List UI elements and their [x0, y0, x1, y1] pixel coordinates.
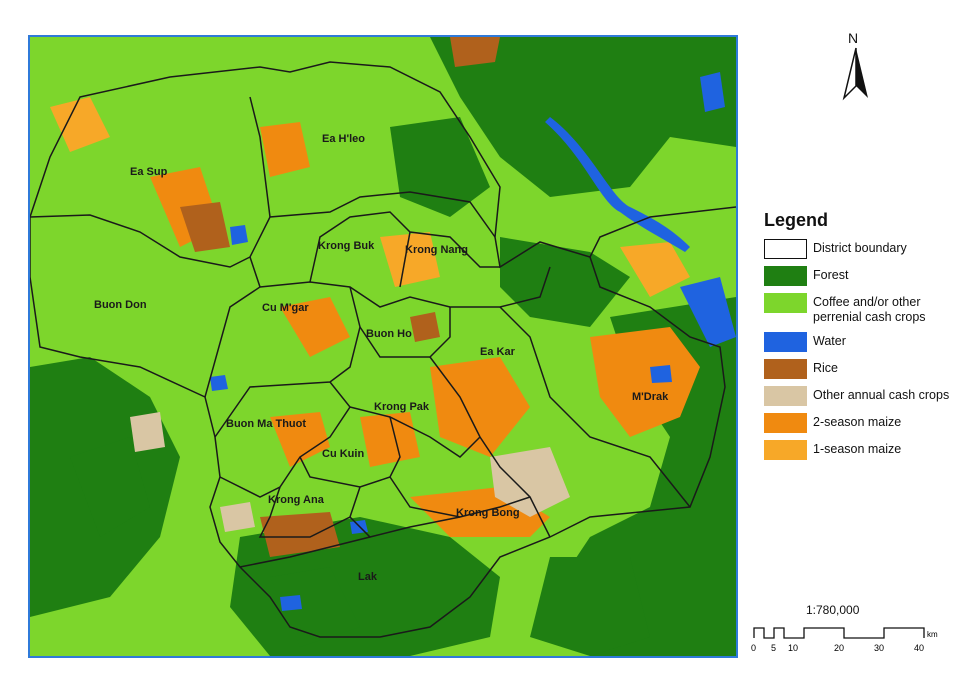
scale-bar: km 0 5 10 20 30 40 — [751, 627, 938, 653]
district-boundaries — [30, 61, 736, 638]
district-label-krong-buk: Krong Buk — [318, 240, 375, 252]
legend-label: Coffee and/or other perrenial cash crops — [813, 295, 926, 324]
legend-label: Other annual cash crops — [813, 388, 950, 402]
legend-item-maize-1season: 1-season maize — [764, 440, 954, 460]
district-label-krong-pak: Krong Pak — [374, 401, 430, 413]
district-label-buon-ho: Buon Ho — [366, 328, 412, 340]
legend-title: Legend — [764, 210, 829, 230]
district-label-cu-mgar: Cu M'gar — [262, 302, 309, 314]
maize-1season-swatch — [764, 440, 807, 460]
maize-1season-areas — [50, 97, 690, 297]
scale-tick: 0 — [751, 643, 756, 653]
legend-label: 1-season maize — [813, 442, 902, 456]
scale-tick: 5 — [771, 643, 776, 653]
scale-tick: 40 — [914, 643, 924, 653]
district-label-mdrak: M'Drak — [632, 391, 669, 403]
legend-item-coffee: Coffee and/or other perrenial cash crops — [764, 293, 954, 325]
scale-unit: km — [927, 630, 938, 639]
north-arrow-icon — [842, 47, 868, 101]
district-label-krong-ana: Krong Ana — [268, 494, 325, 506]
rice-areas — [180, 37, 500, 557]
district-label-ea-kar: Ea Kar — [480, 346, 516, 358]
water-swatch — [764, 332, 807, 352]
district-label-buon-don: Buon Don — [94, 299, 147, 311]
legend: Legend District boundary Forest Coffee a… — [764, 210, 954, 467]
legend-item-rice: Rice — [764, 359, 954, 379]
legend-label: Rice — [813, 361, 839, 375]
water-bodies — [210, 72, 736, 611]
legend-item-other-annual: Other annual cash crops — [764, 386, 954, 406]
forest-swatch — [764, 266, 807, 286]
other-annual-crops-areas — [130, 412, 570, 532]
district-label-lak: Lak — [358, 571, 378, 583]
legend-item-district-boundary: District boundary — [764, 239, 954, 259]
legend-item-water: Water — [764, 332, 954, 352]
scale-tick: 20 — [834, 643, 844, 653]
legend-label: Water — [813, 334, 846, 348]
legend-item-maize-2season: 2-season maize — [764, 413, 954, 433]
district-label-ea-hleo: Ea H'leo — [322, 133, 365, 145]
other-annual-swatch — [764, 386, 807, 406]
district-label-krong-nang: Krong Nang — [405, 244, 468, 256]
scale-tick: 10 — [788, 643, 798, 653]
rice-swatch — [764, 359, 807, 379]
legend-label: District boundary — [813, 241, 907, 255]
legend-label: Forest — [813, 268, 849, 282]
maize-2season-swatch — [764, 413, 807, 433]
district-label-cu-kuin: Cu Kuin — [322, 448, 364, 460]
scale-tick: 30 — [874, 643, 884, 653]
map-canvas: Ea Sup Ea H'leo Krong Buk Krong Nang Buo… — [30, 37, 736, 656]
legend-label: 2-season maize — [813, 415, 902, 429]
district-label-ea-sup: Ea Sup — [130, 166, 168, 178]
legend-item-forest: Forest — [764, 266, 954, 286]
land-use-map: Ea Sup Ea H'leo Krong Buk Krong Nang Buo… — [28, 35, 738, 658]
district-label-krong-bong: Krong Bong — [456, 507, 520, 519]
scale-ratio: 1:780,000 — [806, 603, 860, 617]
district-label-buon-ma-thuot: Buon Ma Thuot — [226, 418, 306, 430]
coffee-swatch — [764, 293, 807, 313]
district-boundary-swatch — [764, 239, 807, 259]
north-label: N — [848, 30, 859, 46]
scale-bar-line — [753, 627, 925, 639]
